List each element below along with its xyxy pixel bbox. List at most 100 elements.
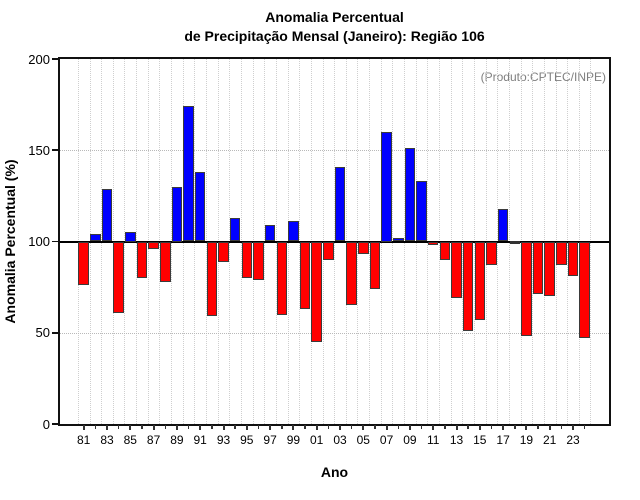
x-tick	[350, 425, 353, 429]
bar-24	[579, 241, 590, 339]
x-tick-label: 03	[333, 433, 347, 447]
x-tick-label: 05	[356, 433, 370, 447]
bar-91	[194, 172, 206, 242]
x-axis-title: Ano	[320, 464, 349, 480]
bar-08	[393, 237, 404, 242]
bar-23	[567, 241, 579, 277]
plot-area: 81 83 85 87 89 91 93 95 97 99 01 03 05 07 09 11 13 15 17 19…	[28, 52, 611, 447]
bar-94	[229, 217, 241, 242]
x-tick-label: 81	[77, 433, 91, 447]
x-tick	[152, 425, 155, 430]
x-tick	[269, 425, 272, 430]
y-tick	[52, 58, 58, 60]
y-tick-label: 200	[28, 51, 50, 67]
bar-95	[241, 241, 253, 278]
bar-13	[451, 241, 462, 299]
x-tick	[583, 425, 586, 429]
bar-18	[509, 240, 520, 244]
x-tick	[455, 425, 458, 430]
x-tick-label: 83	[100, 433, 114, 447]
x-tick	[572, 425, 574, 430]
x-tick	[94, 425, 97, 429]
x-tick	[129, 425, 132, 430]
x-tick	[548, 425, 551, 430]
x-tick-label: 17	[496, 433, 510, 447]
x-tick-label: 89	[170, 433, 184, 447]
bar-14	[462, 241, 474, 331]
bar-01	[311, 241, 322, 342]
x-tick-label: 21	[543, 433, 557, 447]
bar-97	[264, 225, 276, 242]
x-tick	[467, 425, 469, 429]
x-tick	[385, 425, 388, 430]
bar-22	[556, 241, 567, 266]
x-tick	[187, 425, 190, 429]
x-tick-label: 13	[449, 433, 464, 447]
bar-93	[218, 241, 229, 262]
bar-03	[334, 166, 346, 242]
x-tick-label: 19	[519, 433, 534, 447]
y-tick	[52, 423, 58, 425]
horizontal-gridline	[60, 150, 609, 152]
y-tick	[52, 331, 58, 334]
bar-88	[160, 241, 171, 282]
bar-99	[288, 221, 299, 242]
bar-82	[90, 234, 101, 242]
bar-12	[439, 241, 451, 260]
x-tick	[281, 425, 283, 429]
y-tick	[52, 240, 58, 243]
x-tick	[292, 425, 295, 430]
baseline-100pct	[60, 240, 609, 243]
x-tick-label: 85	[123, 433, 137, 447]
x-tick	[257, 425, 260, 429]
y-tick-label: 100	[28, 234, 50, 249]
chart-title: Anomalia Percentual de Precipitação Mens…	[58, 8, 611, 46]
x-tick	[315, 425, 318, 430]
x-tick	[444, 425, 446, 429]
x-tick	[199, 425, 202, 430]
x-tick-label: 15	[473, 433, 487, 447]
bar-16	[486, 241, 497, 266]
x-tick-label: 07	[379, 433, 394, 447]
x-tick-label: 95	[240, 433, 254, 447]
x-tick	[245, 425, 248, 430]
chart-title-line2: de Precipitação Mensal (Janeiro): Região…	[184, 28, 485, 44]
horizontal-gridline	[60, 332, 609, 334]
x-tick	[141, 425, 143, 429]
bar-84	[113, 241, 124, 313]
bar-19	[521, 241, 532, 337]
x-tick-label: 11	[426, 433, 440, 447]
x-tick-label: 01	[310, 433, 324, 447]
x-tick	[537, 425, 539, 429]
y-tick-label: 150	[28, 142, 50, 158]
bar-96	[253, 241, 264, 280]
x-tick-label: 93	[216, 433, 231, 447]
x-tick	[234, 425, 236, 429]
y-tick-label: 50	[35, 325, 50, 341]
x-tick	[374, 425, 376, 429]
bar-90	[183, 106, 194, 242]
bar-98	[276, 241, 287, 315]
x-tick	[82, 425, 85, 430]
x-tick	[362, 425, 365, 430]
x-tick	[164, 425, 166, 429]
y-tick	[52, 149, 58, 152]
bar-04	[346, 241, 357, 306]
bar-21	[544, 241, 555, 297]
bar-85	[125, 232, 136, 242]
bar-87	[148, 241, 159, 249]
bar-86	[136, 241, 148, 278]
bar-11	[427, 241, 439, 246]
x-tick-label: 23	[566, 433, 580, 447]
x-tick	[525, 425, 528, 430]
bar-20	[532, 241, 544, 295]
y-tick-label: 0	[42, 416, 50, 432]
bar-07	[381, 132, 392, 242]
bar-00	[299, 241, 311, 310]
bar-17	[497, 208, 509, 242]
bar-10	[416, 181, 427, 242]
producer-credit-text: (Produto:CPTEC/INPE)	[480, 70, 606, 84]
x-tick	[490, 425, 493, 429]
x-tick	[175, 425, 178, 430]
